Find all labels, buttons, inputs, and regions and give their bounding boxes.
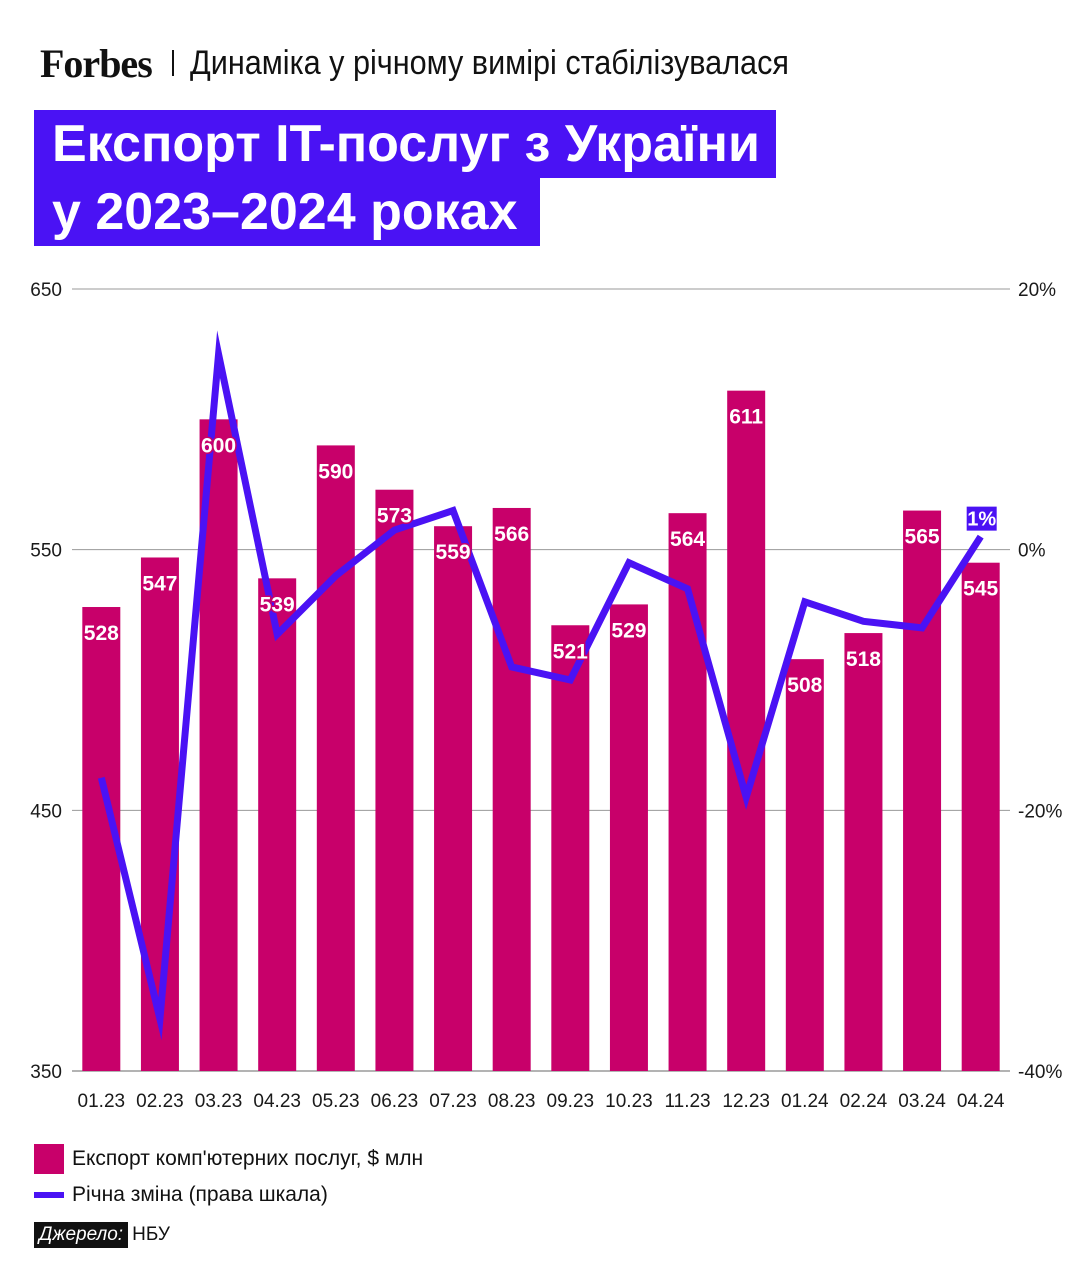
bar-value-label: 528 (84, 622, 119, 645)
legend-bar-label: Експорт комп'ютерних послуг, $ млн (72, 1147, 424, 1170)
header: Forbes Динаміка у річному вимірі стабілі… (40, 38, 855, 88)
x-tick-label: 02.24 (840, 1091, 888, 1112)
chart-title: Експорт IT-послуг з України у 2023–2024 … (34, 110, 776, 246)
bar-value-label: 573 (377, 505, 412, 528)
source-value: НБУ (132, 1224, 170, 1245)
bar-value-label: 508 (787, 674, 822, 697)
legend-bar: Експорт комп'ютерних послуг, $ млн (34, 1144, 423, 1174)
bar (258, 578, 297, 1071)
bar-value-label: 564 (670, 528, 705, 551)
title-line-2: у 2023–2024 роках (34, 178, 540, 246)
x-tick-label: 04.23 (253, 1091, 301, 1112)
left-tick-label: 350 (30, 1062, 62, 1083)
legend-line-label: Річна зміна (права шкала) (72, 1183, 328, 1206)
bar-value-label: 545 (963, 578, 998, 601)
bar (492, 507, 531, 1071)
combo-chart: 528 547 600 539 590 573 559 566 521 529 564 611 508 5… (30, 280, 1062, 1112)
line-value-badge (966, 506, 997, 531)
bar (785, 659, 824, 1071)
left-tick-label: 650 (30, 280, 62, 301)
bar-value-label: 611 (729, 406, 763, 429)
x-tick-label: 05.23 (312, 1091, 360, 1112)
left-tick-label: 550 (30, 541, 62, 562)
x-tick-label: 07.23 (429, 1091, 477, 1112)
bar-value-label: 518 (846, 648, 881, 671)
header-separator (171, 50, 174, 76)
x-tick-label: 10.23 (605, 1091, 653, 1112)
bar (609, 604, 648, 1071)
x-tick-label: 01.24 (781, 1091, 829, 1112)
bar-value-label: 539 (260, 593, 295, 616)
bar-series (82, 390, 1000, 1071)
legend-bar-swatch (34, 1144, 64, 1174)
bar-value-label: 521 (553, 640, 588, 663)
bar (903, 510, 942, 1071)
bar-value-label: 547 (142, 572, 177, 595)
axes: 650 20% 550 0% 450 -20% 350 -40% 01.23 02.23 03.23… (30, 280, 1062, 1112)
line-value-label: 1% (967, 509, 996, 531)
x-tick-label: 03.24 (898, 1091, 946, 1112)
legend-line-swatch (34, 1192, 64, 1198)
left-tick-label: 450 (30, 801, 62, 822)
right-tick-label: -20% (1018, 801, 1062, 822)
bar (727, 390, 766, 1071)
x-tick-label: 11.23 (664, 1091, 710, 1112)
bar (844, 633, 883, 1071)
bar-value-label: 600 (201, 434, 236, 457)
x-tick-label: 04.24 (957, 1091, 1005, 1112)
chart-subtitle: Динаміка у річному вимірі стабілізувалас… (189, 43, 789, 82)
bar-value-label: 590 (318, 460, 353, 483)
x-tick-label: 02.23 (136, 1091, 184, 1112)
x-tick-label: 12.23 (722, 1091, 770, 1112)
bar-value-label: 566 (494, 523, 529, 546)
right-tick-label: 20% (1018, 280, 1056, 301)
bar (316, 445, 355, 1071)
x-tick-label: 03.23 (195, 1091, 243, 1112)
x-tick-label: 06.23 (371, 1091, 419, 1112)
legend-line: Річна зміна (права шкала) (34, 1183, 328, 1207)
bar-value-label: 559 (436, 541, 471, 564)
bar (961, 562, 1000, 1071)
bar-value-label: 565 (905, 526, 940, 549)
right-tick-label: 0% (1018, 541, 1046, 562)
bar (434, 526, 473, 1071)
line-series (97, 330, 984, 1041)
x-tick-label: 01.23 (78, 1091, 126, 1112)
bar-value-label: 529 (611, 619, 646, 642)
source: Джерело: НБУ (34, 1222, 170, 1248)
forbes-logo: Forbes (40, 40, 153, 86)
bar (668, 513, 707, 1071)
bar (551, 625, 590, 1071)
bar (375, 489, 414, 1071)
x-tick-label: 09.23 (547, 1091, 595, 1112)
source-label: Джерело: (34, 1222, 129, 1248)
title-line-1: Експорт IT-послуг з України (34, 110, 776, 178)
right-tick-label: -40% (1018, 1062, 1062, 1083)
x-tick-label: 08.23 (488, 1091, 536, 1112)
line-series-path (97, 330, 984, 1041)
data-labels: 528 547 600 539 590 573 559 566 521 529 564 611 508 5… (82, 404, 1000, 698)
